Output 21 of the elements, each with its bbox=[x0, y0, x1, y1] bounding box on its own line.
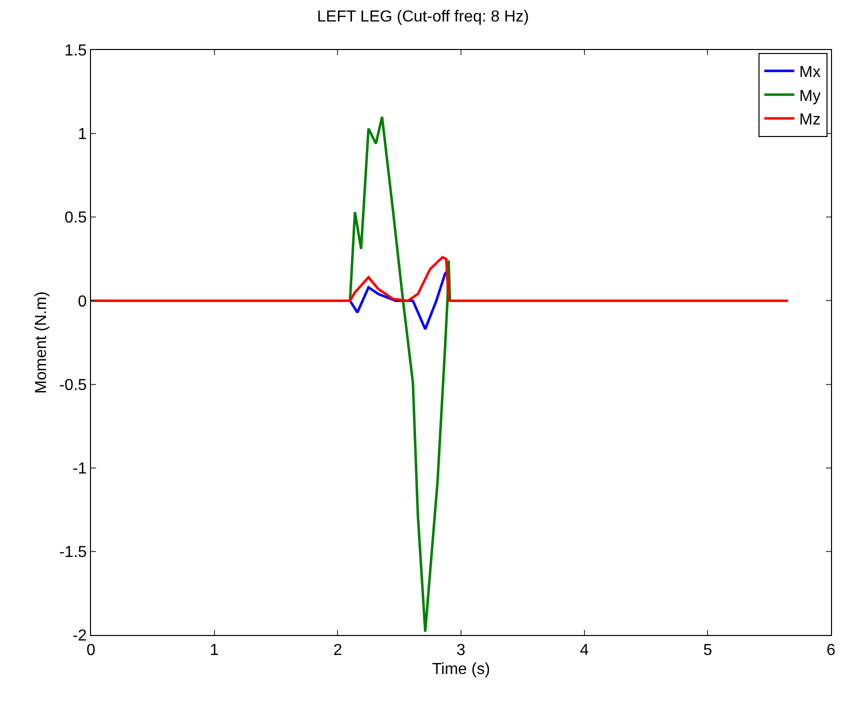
y-tick-label: -2 bbox=[72, 628, 87, 645]
y-tick-label: 0 bbox=[78, 293, 87, 310]
y-tick-label: -1 bbox=[72, 460, 87, 478]
legend-label: My bbox=[799, 88, 821, 105]
x-axis-title: Time (s) bbox=[432, 660, 490, 678]
y-tick-label: 1 bbox=[78, 126, 87, 144]
x-tick-label: 6 bbox=[826, 642, 836, 660]
y-tick-label: 1.5 bbox=[64, 42, 87, 60]
chart-title: LEFT LEG (Cut-off freq: 8 Hz) bbox=[317, 8, 529, 26]
x-tick-label: 1 bbox=[210, 642, 219, 660]
x-tick-label: 3 bbox=[456, 642, 466, 660]
x-tick-label: 5 bbox=[703, 642, 712, 660]
y-tick-label: -0.5 bbox=[59, 376, 87, 394]
legend-label: Mz bbox=[799, 112, 821, 129]
y-tick-label: -1.5 bbox=[59, 544, 87, 562]
legend-label: Mx bbox=[799, 64, 821, 82]
line-series bbox=[91, 256, 790, 302]
y-axis-title: Moment (N.m) bbox=[33, 291, 50, 394]
y-tick-label: 0.5 bbox=[64, 210, 87, 227]
x-tick-label: 2 bbox=[333, 642, 342, 660]
x-tick-label: 4 bbox=[580, 642, 589, 660]
